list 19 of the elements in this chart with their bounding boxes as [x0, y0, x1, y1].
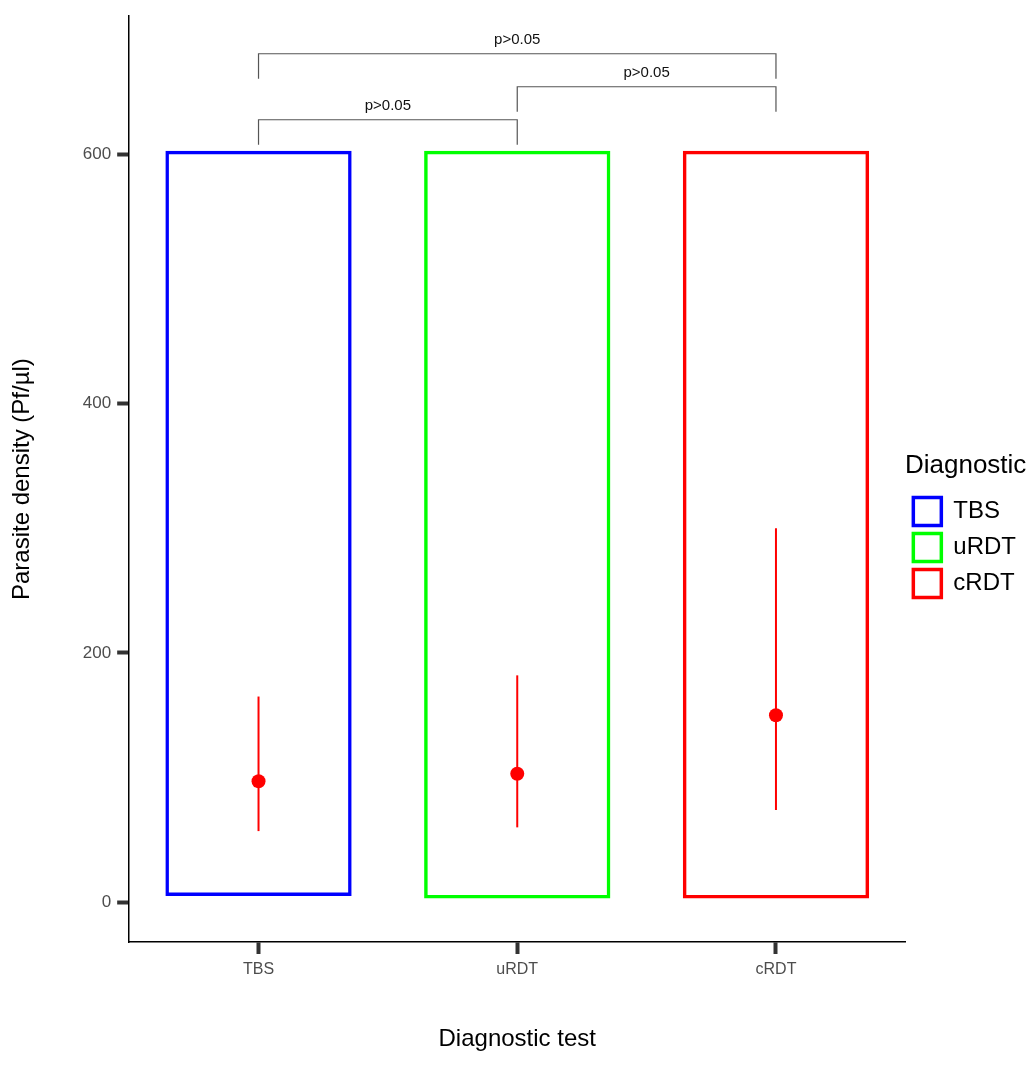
legend-label: TBS	[953, 496, 1001, 524]
x-axis-title: Diagnostic test	[438, 1024, 597, 1052]
legend-label: uRDT	[953, 532, 1017, 560]
y-tick-label: 400	[82, 393, 112, 413]
annotation: p>0.05	[494, 30, 541, 48]
y-tick-label: 0	[101, 891, 112, 911]
annotation: p>0.05	[623, 63, 670, 81]
x-tick-label: cRDT	[755, 960, 797, 978]
point	[768, 708, 783, 723]
point	[510, 766, 525, 781]
y-axis-title: Parasite density (Pf/µl)	[7, 358, 35, 601]
x-tick-label: uRDT	[496, 960, 539, 978]
legend-title: Diagnostic	[904, 448, 1027, 479]
legend-label: cRDT	[953, 568, 1015, 596]
annotation: p>0.05	[364, 96, 412, 114]
point	[251, 774, 266, 789]
y-tick-label: 200	[82, 642, 112, 662]
x-tick-label: TBS	[242, 960, 275, 978]
y-tick-label: 600	[82, 144, 112, 164]
